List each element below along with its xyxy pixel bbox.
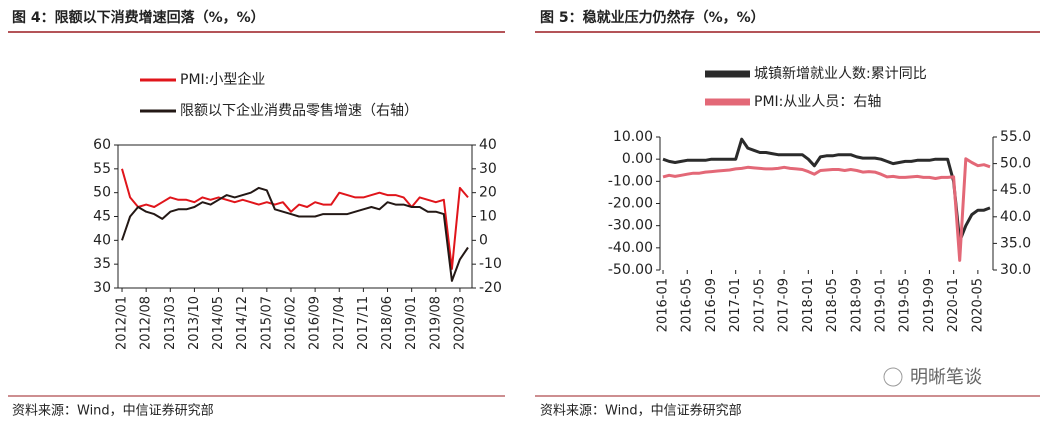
x-tick-label: 2018-01	[801, 278, 816, 332]
y-tick-label: 45	[93, 209, 111, 225]
chart-title: 图 4：限额以下消费增速回落（%，%）	[12, 9, 265, 26]
source-note: 资料来源：Wind，中信证券研究部	[12, 403, 214, 419]
x-tick-label: 2014/05	[211, 296, 226, 350]
x-tick-label: 2019-09	[922, 278, 937, 332]
x-tick-label: 2013/03	[163, 296, 178, 350]
y-tick-label: 35	[93, 256, 111, 272]
x-tick-label: 2016-05	[680, 278, 695, 332]
y-tick-label: -20.00	[608, 196, 653, 212]
y-tick-label: -40.00	[608, 240, 653, 256]
y-tick-label: 30	[93, 280, 111, 296]
y2-tick-label: -20	[479, 280, 502, 296]
chart-title: 图 5：稳就业压力仍然存（%，%）	[540, 9, 765, 26]
y2-tick-label: 45.0	[1000, 182, 1031, 198]
y2-tick-label: -10	[479, 256, 502, 272]
x-tick-label: 2013/10	[187, 296, 202, 350]
x-tick-label: 2016-01	[656, 278, 671, 332]
x-tick-label: 2019/08	[428, 296, 443, 350]
y-tick-label: -30.00	[608, 218, 653, 234]
x-tick-label: 2018-05	[825, 278, 840, 332]
x-tick-label: 2018/06	[380, 296, 395, 350]
x-tick-label: 2018-09	[849, 278, 864, 332]
x-tick-label: 2017/11	[356, 296, 371, 350]
legend-label: PMI:从业人员：右轴	[754, 94, 881, 110]
series-line	[121, 168, 469, 270]
y2-tick-label: 30	[479, 161, 497, 177]
x-tick-label: 2020-05	[970, 278, 985, 332]
x-tick-label: 2012/08	[139, 296, 154, 350]
y2-tick-label: 50.0	[1000, 156, 1031, 172]
x-tick-label: 2016/09	[308, 296, 323, 350]
source-note: 资料来源：Wind，中信证券研究部	[540, 403, 742, 419]
x-tick-label: 2012/01	[115, 296, 130, 350]
x-tick-label: 2020-01	[946, 278, 961, 332]
x-tick-label: 2017-09	[777, 278, 792, 332]
x-tick-label: 2019-01	[873, 278, 888, 332]
x-tick-label: 2015/07	[259, 296, 274, 350]
x-tick-label: 2017-01	[728, 278, 743, 332]
y-tick-label: 60	[93, 137, 111, 153]
y2-tick-label: 40.0	[1000, 209, 1031, 225]
y-tick-label: -50.00	[608, 262, 653, 278]
y-tick-label: 10.00	[613, 129, 653, 145]
legend-label: 城镇新增就业人数:累计同比	[754, 66, 927, 82]
y-tick-label: 0.00	[622, 151, 653, 167]
x-tick-label: 2019-05	[898, 278, 913, 332]
series-line	[121, 186, 469, 282]
y-tick-label: 40	[93, 232, 111, 248]
series-line	[662, 137, 991, 243]
y2-tick-label: 35.0	[1000, 235, 1031, 251]
watermark-icon	[883, 367, 903, 387]
watermark: 明晰笔谈	[910, 367, 982, 388]
legend-label: PMI:小型企业	[180, 71, 265, 88]
y2-tick-label: 20	[479, 185, 497, 201]
y-tick-label: 50	[93, 185, 111, 201]
y2-tick-label: 40	[479, 137, 497, 153]
series-line	[662, 157, 991, 262]
y2-tick-label: 30.0	[1000, 262, 1031, 278]
legend-label: 限额以下企业消费品零售增速（右轴）	[180, 102, 418, 119]
y-tick-label: -10.00	[608, 173, 653, 189]
x-tick-label: 2016-09	[704, 278, 719, 332]
y2-tick-label: 0	[479, 232, 488, 248]
y-tick-label: 55	[93, 161, 111, 177]
x-tick-label: 2019/01	[404, 296, 419, 350]
y2-tick-label: 10	[479, 209, 497, 225]
plot-frame	[117, 144, 473, 289]
y2-tick-label: 55.0	[1000, 129, 1031, 145]
x-tick-label: 2017/04	[332, 296, 347, 350]
x-tick-label: 2014/12	[235, 296, 250, 350]
x-tick-label: 2016/02	[283, 296, 298, 350]
x-tick-label: 2017-05	[752, 278, 767, 332]
x-tick-label: 2020/03	[452, 296, 467, 350]
